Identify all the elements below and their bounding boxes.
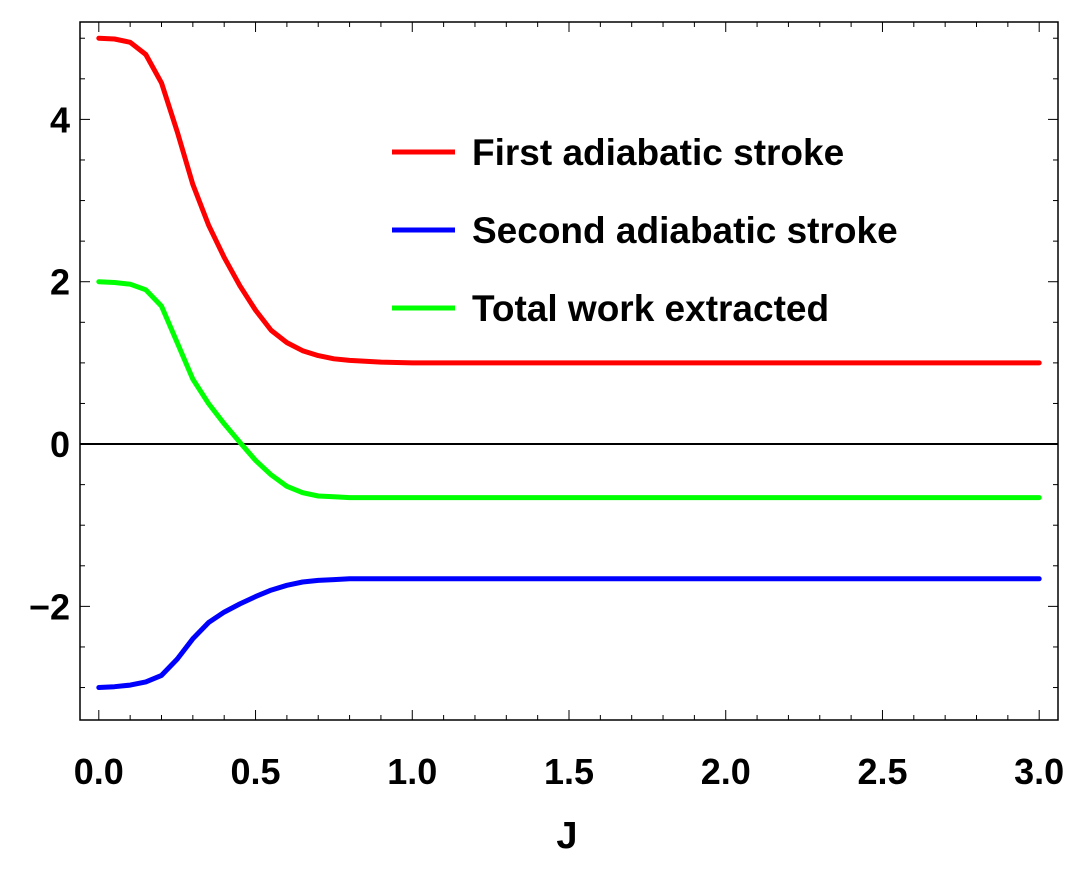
y-tick-label: 0	[50, 424, 70, 465]
x-tick-labels: 0.0 0.5 1.0 1.5 2.0 2.5 3.0	[74, 751, 1064, 792]
ticks	[80, 22, 1058, 720]
series-line-2	[96, 576, 1042, 690]
y-tick-labels: −2 0 2 4	[29, 99, 70, 627]
plot-frame	[79, 21, 1059, 721]
series-line-1	[96, 35, 1042, 366]
legend-label-1: First adiabatic stroke	[472, 132, 844, 173]
x-axis-label: J	[556, 815, 577, 857]
x-tick-label: 0.5	[231, 751, 281, 792]
legend-label-3: Total work extracted	[472, 288, 829, 329]
x-tick-label: 1.0	[387, 751, 437, 792]
x-tick-label: 2.0	[701, 751, 751, 792]
x-tick-label: 0.0	[74, 751, 124, 792]
x-tick-label: 1.5	[544, 751, 594, 792]
x-tick-label: 3.0	[1014, 751, 1064, 792]
series-line-3	[96, 279, 1042, 501]
y-tick-label: 2	[50, 262, 70, 303]
y-tick-label: −2	[29, 586, 70, 627]
legend: First adiabatic stroke Second adiabatic s…	[392, 132, 898, 329]
y-tick-label: 4	[50, 99, 70, 140]
series-group	[96, 35, 1042, 690]
legend-label-2: Second adiabatic stroke	[472, 210, 898, 251]
x-tick-label: 2.5	[857, 751, 907, 792]
